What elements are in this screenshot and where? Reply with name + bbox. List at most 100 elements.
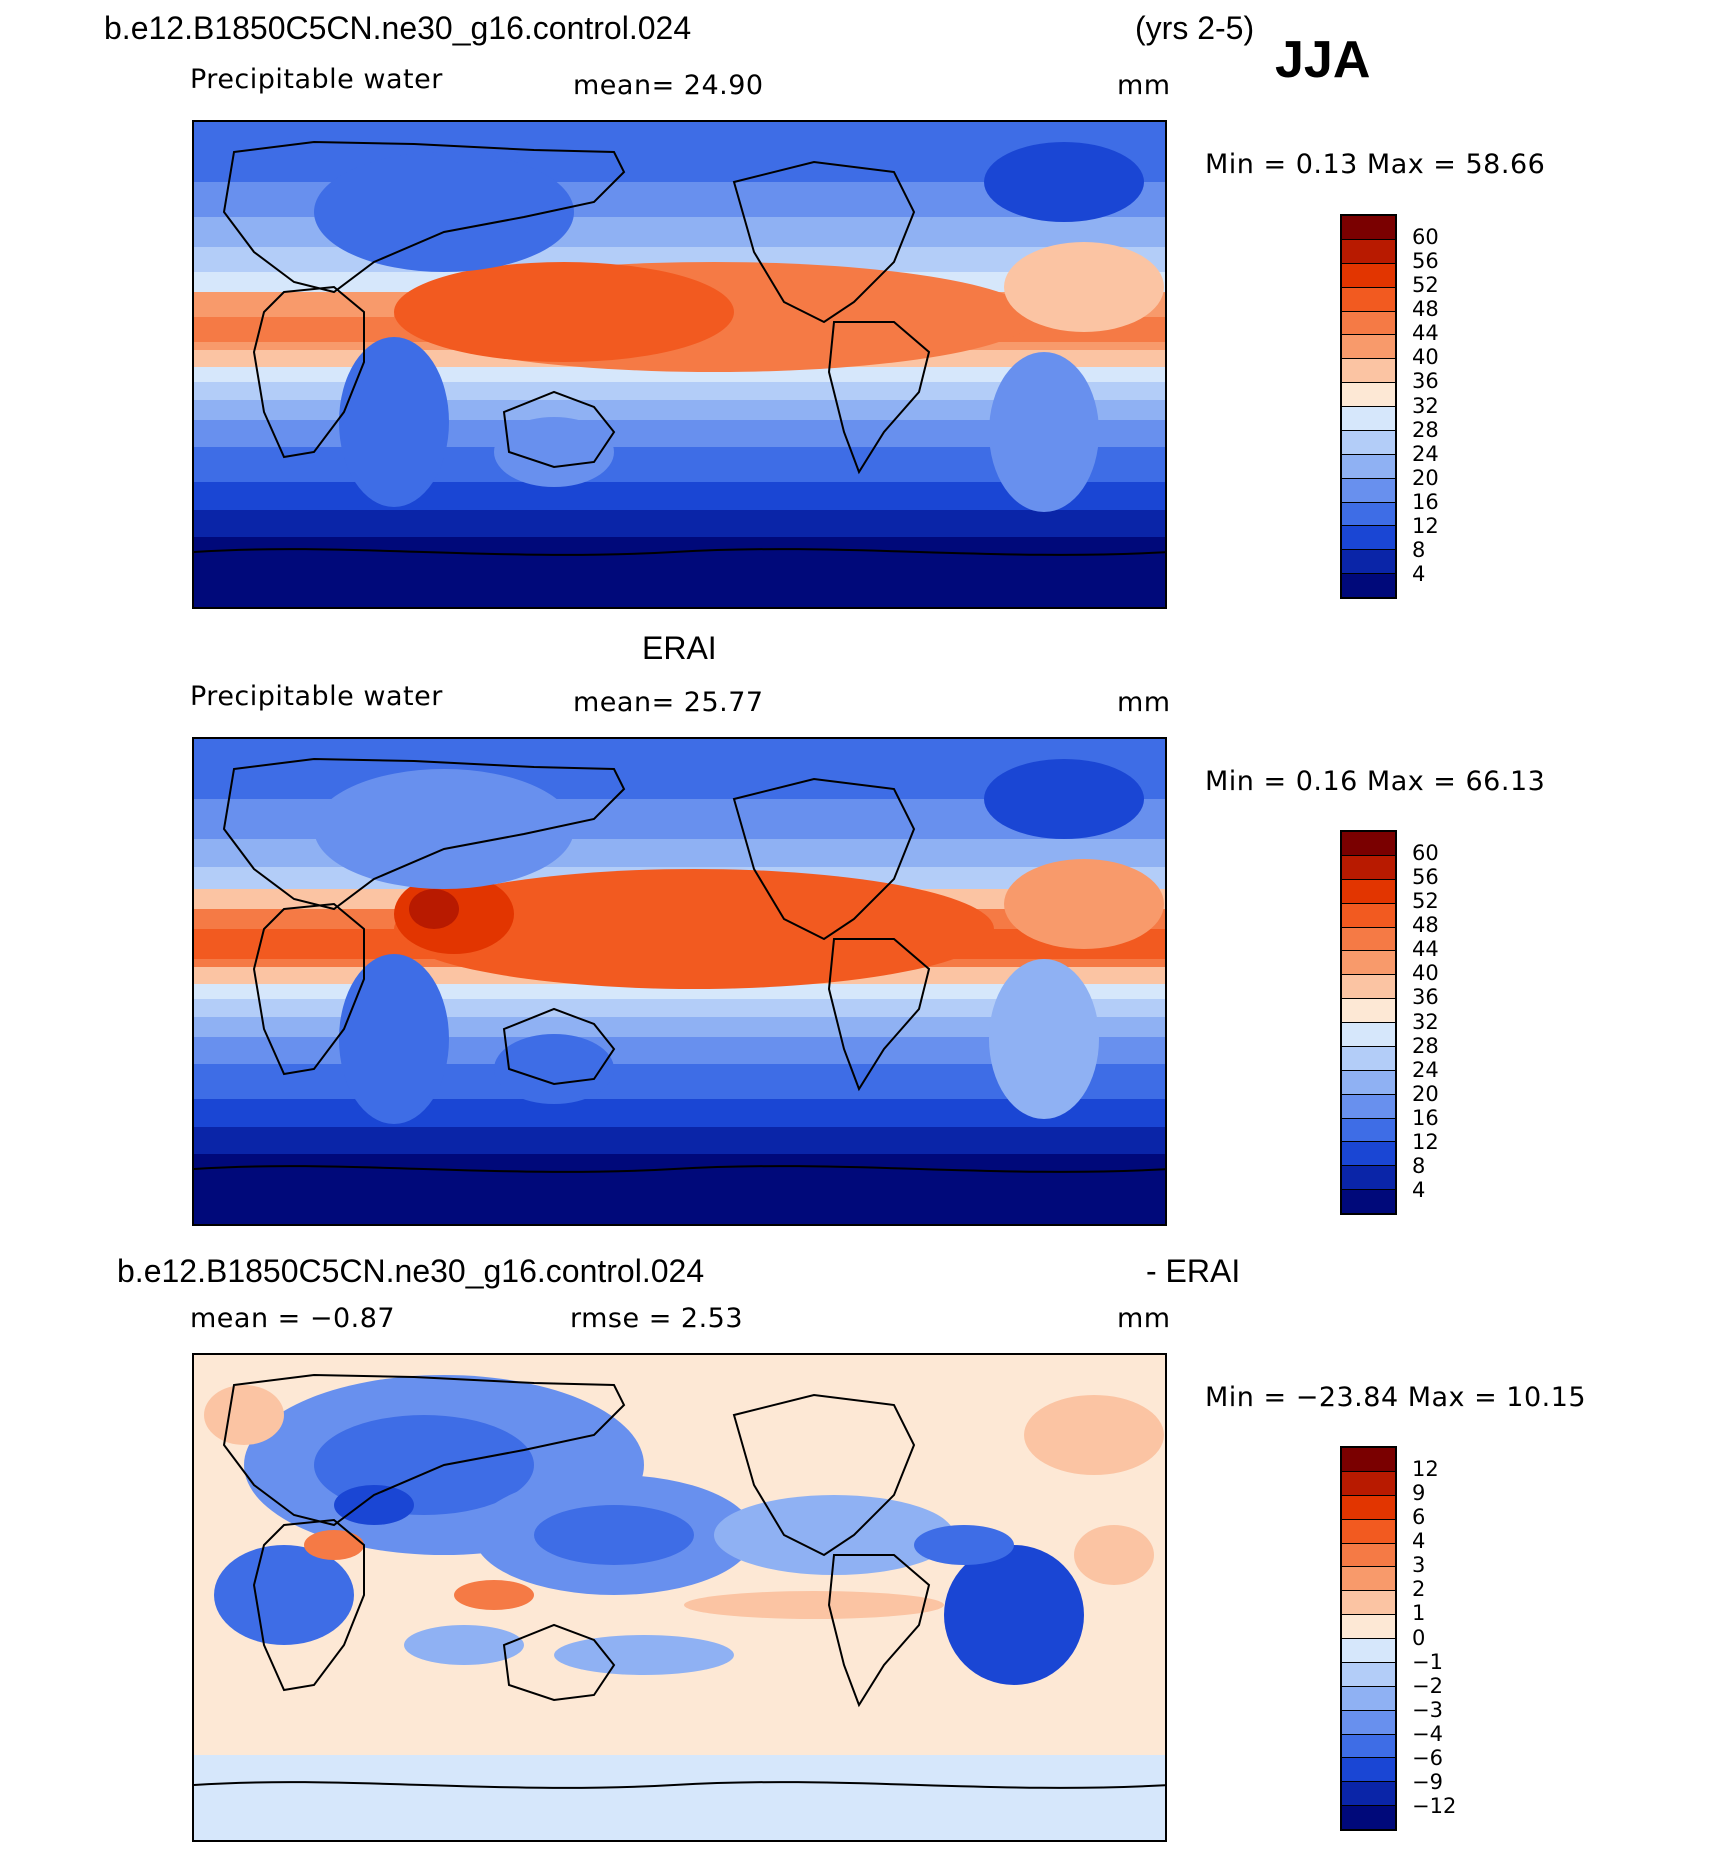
colorbar-swatch xyxy=(1342,1094,1395,1119)
colorbar-swatch xyxy=(1342,550,1395,575)
colorbar-label: 12 xyxy=(1412,1129,1439,1154)
colorbar-swatch xyxy=(1342,1615,1395,1639)
colorbar-label: 28 xyxy=(1412,1033,1439,1058)
colorbar-label: 6 xyxy=(1412,1505,1426,1530)
colorbar-label: 40 xyxy=(1412,345,1439,370)
colorbar-label: 44 xyxy=(1412,321,1439,346)
colorbar-swatch xyxy=(1342,1190,1395,1213)
colorbar-swatch xyxy=(1342,1471,1395,1496)
colorbar-label: 20 xyxy=(1412,465,1439,490)
panel2-colorbar xyxy=(1340,830,1397,1215)
colorbar-label: 16 xyxy=(1412,489,1439,514)
panel3-colorbar xyxy=(1340,1446,1397,1831)
colorbar-label: 8 xyxy=(1412,1153,1426,1178)
colorbar-label: 48 xyxy=(1412,913,1439,938)
panel3-rmse: rmse = 2.53 xyxy=(570,1303,744,1334)
years-label: (yrs 2-5) xyxy=(1135,10,1255,46)
colorbar-swatch xyxy=(1342,999,1395,1023)
colorbar-swatch xyxy=(1342,879,1395,904)
colorbar-swatch xyxy=(1342,903,1395,928)
colorbar-swatch xyxy=(1342,407,1395,431)
colorbar-swatch xyxy=(1342,1142,1395,1167)
panel3-minmax: Min = −23.84 Max = 10.15 xyxy=(1205,1382,1587,1413)
colorbar-label: 52 xyxy=(1412,273,1439,298)
panel1-mean: mean= 24.90 xyxy=(573,70,764,101)
colorbar-swatch xyxy=(1342,574,1395,597)
panel3-difference-map xyxy=(192,1353,1167,1842)
colorbar-label: 32 xyxy=(1412,393,1439,418)
colorbar-swatch xyxy=(1342,1662,1395,1687)
colorbar-label: 36 xyxy=(1412,985,1439,1010)
colorbar-swatch xyxy=(1342,832,1395,856)
colorbar-label: 56 xyxy=(1412,865,1439,890)
panel3-title-right: - ERAI xyxy=(1146,1253,1241,1289)
colorbar-swatch xyxy=(1342,287,1395,312)
colorbar-label: −3 xyxy=(1412,1697,1443,1722)
colorbar-label: −4 xyxy=(1412,1721,1443,1746)
colorbar-label: 3 xyxy=(1412,1553,1426,1578)
colorbar-label: 8 xyxy=(1412,537,1426,562)
colorbar-label: −6 xyxy=(1412,1745,1443,1770)
colorbar-label: 24 xyxy=(1412,1057,1439,1082)
colorbar-swatch xyxy=(1342,335,1395,360)
colorbar-label: 12 xyxy=(1412,513,1439,538)
colorbar-label: 28 xyxy=(1412,417,1439,442)
panel2-variable: Precipitable water xyxy=(190,681,443,712)
colorbar-label: 0 xyxy=(1412,1625,1426,1650)
colorbar-swatch xyxy=(1342,502,1395,527)
colorbar-label: 48 xyxy=(1412,297,1439,322)
colorbar-swatch xyxy=(1342,526,1395,551)
colorbar-swatch xyxy=(1342,239,1395,264)
colorbar-swatch xyxy=(1342,1734,1395,1759)
colorbar-label: 2 xyxy=(1412,1577,1426,1602)
colorbar-swatch xyxy=(1342,1023,1395,1047)
colorbar-label: 1 xyxy=(1412,1601,1426,1626)
season-label: JJA xyxy=(1275,31,1371,89)
colorbar-swatch xyxy=(1342,454,1395,479)
panel1-model-map xyxy=(192,120,1167,609)
colorbar-swatch xyxy=(1342,1686,1395,1711)
colorbar-swatch xyxy=(1342,1758,1395,1783)
panel1-minmax: Min = 0.13 Max = 58.66 xyxy=(1205,149,1546,180)
colorbar-swatch xyxy=(1342,1495,1395,1520)
colorbar-label: 60 xyxy=(1412,841,1439,866)
case-title: b.e12.B1850C5CN.ne30_g16.control.024 xyxy=(104,10,692,46)
colorbar-swatch xyxy=(1342,1543,1395,1568)
colorbar-swatch xyxy=(1342,1046,1395,1071)
colorbar-swatch xyxy=(1342,1519,1395,1544)
colorbar-label: 32 xyxy=(1412,1009,1439,1034)
colorbar-label: 24 xyxy=(1412,441,1439,466)
panel1-variable: Precipitable water xyxy=(190,64,443,95)
colorbar-label: 4 xyxy=(1412,1529,1426,1554)
colorbar-label: 20 xyxy=(1412,1081,1439,1106)
panel2-title: ERAI xyxy=(642,630,717,666)
panel1-units: mm xyxy=(1117,70,1171,101)
colorbar-label: 4 xyxy=(1412,1177,1426,1202)
panel2-erai-map xyxy=(192,737,1167,1226)
colorbar-label: −12 xyxy=(1412,1793,1457,1818)
colorbar-swatch xyxy=(1342,311,1395,336)
panel3-units: mm xyxy=(1117,1303,1171,1334)
colorbar-label: 12 xyxy=(1412,1457,1439,1482)
colorbar-label: −1 xyxy=(1412,1649,1443,1674)
colorbar-swatch xyxy=(1342,1118,1395,1143)
colorbar-label: −9 xyxy=(1412,1769,1443,1794)
colorbar-label: 60 xyxy=(1412,225,1439,250)
colorbar-label: −2 xyxy=(1412,1673,1443,1698)
colorbar-label: 40 xyxy=(1412,961,1439,986)
colorbar-swatch xyxy=(1342,951,1395,976)
panel1-colorbar xyxy=(1340,214,1397,599)
colorbar-swatch xyxy=(1342,975,1395,1000)
colorbar-swatch xyxy=(1342,359,1395,384)
colorbar-swatch xyxy=(1342,855,1395,880)
colorbar-swatch xyxy=(1342,430,1395,455)
colorbar-swatch xyxy=(1342,478,1395,503)
panel2-minmax: Min = 0.16 Max = 66.13 xyxy=(1205,766,1546,797)
colorbar-swatch xyxy=(1342,1591,1395,1616)
colorbar-swatch xyxy=(1342,383,1395,407)
colorbar-swatch xyxy=(1342,1166,1395,1191)
colorbar-label: 9 xyxy=(1412,1481,1426,1506)
panel3-title-left: b.e12.B1850C5CN.ne30_g16.control.024 xyxy=(117,1253,705,1289)
colorbar-swatch xyxy=(1342,1710,1395,1735)
colorbar-label: 44 xyxy=(1412,937,1439,962)
